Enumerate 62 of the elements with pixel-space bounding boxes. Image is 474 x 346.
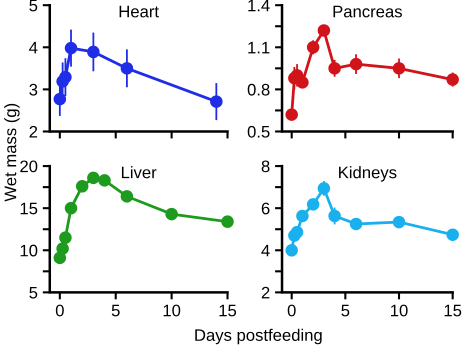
point xyxy=(64,42,78,54)
point xyxy=(165,208,178,220)
point xyxy=(350,58,362,70)
point xyxy=(56,242,69,255)
point xyxy=(350,218,362,230)
y-tick-label: 0.5 xyxy=(248,126,270,138)
y-tick-label: 20 xyxy=(20,160,38,172)
point xyxy=(328,210,341,222)
point xyxy=(296,210,309,222)
y-tick-label: 2 xyxy=(30,126,38,138)
x-tick-label: 0 xyxy=(288,304,296,316)
y-tick-label: 1.1 xyxy=(248,42,270,54)
point xyxy=(210,95,223,108)
x-tick-label: 15 xyxy=(220,304,236,316)
y-tick-label: 4 xyxy=(261,244,270,256)
point xyxy=(285,244,298,257)
point xyxy=(306,198,320,211)
y-tick-label: 3 xyxy=(29,84,38,96)
point xyxy=(318,182,330,195)
x-tick-label: 15 xyxy=(444,304,462,316)
point xyxy=(318,24,330,37)
point xyxy=(296,76,309,89)
point xyxy=(54,92,66,106)
x-tick-label: 10 xyxy=(164,304,180,316)
x-tick-label: 0 xyxy=(56,304,64,316)
chart-title: Liver xyxy=(122,166,156,178)
chart-title: Pancreas xyxy=(334,6,402,18)
y-tick-label: 4 xyxy=(29,42,38,54)
point xyxy=(221,215,234,228)
point xyxy=(87,172,100,184)
y-tick-label: 6 xyxy=(262,202,270,214)
y-tick-label: 1.4 xyxy=(248,0,270,12)
point xyxy=(59,231,72,244)
point xyxy=(64,202,78,214)
point xyxy=(306,41,320,54)
y-tick-label: 10 xyxy=(20,244,38,256)
point xyxy=(392,62,406,75)
point xyxy=(87,46,100,58)
y-tick-label: 8 xyxy=(262,160,270,172)
x-tick-label: 5 xyxy=(112,304,120,316)
point xyxy=(446,73,459,86)
y-tick-label: 5 xyxy=(29,0,38,12)
point xyxy=(290,226,304,238)
x-tick-label: 5 xyxy=(341,304,350,316)
x-axis-title: Days postfeeding xyxy=(195,328,322,344)
chart-title: Kidneys xyxy=(339,166,396,182)
point xyxy=(446,228,459,241)
y-tick-label: 5 xyxy=(29,286,38,299)
y-axis-title: Wet mass (g) xyxy=(4,104,20,202)
point xyxy=(98,174,111,187)
point xyxy=(328,62,341,75)
chart-title: Heart xyxy=(120,6,159,18)
y-tick-label: 0.8 xyxy=(248,84,270,96)
point xyxy=(120,190,134,203)
x-tick-label: 10 xyxy=(391,304,408,316)
point xyxy=(285,108,298,121)
point xyxy=(76,180,88,193)
point xyxy=(59,70,72,84)
y-tick-label: 2 xyxy=(262,286,270,298)
point xyxy=(120,62,134,75)
y-tick-label: 15 xyxy=(20,202,38,214)
point xyxy=(392,216,406,228)
